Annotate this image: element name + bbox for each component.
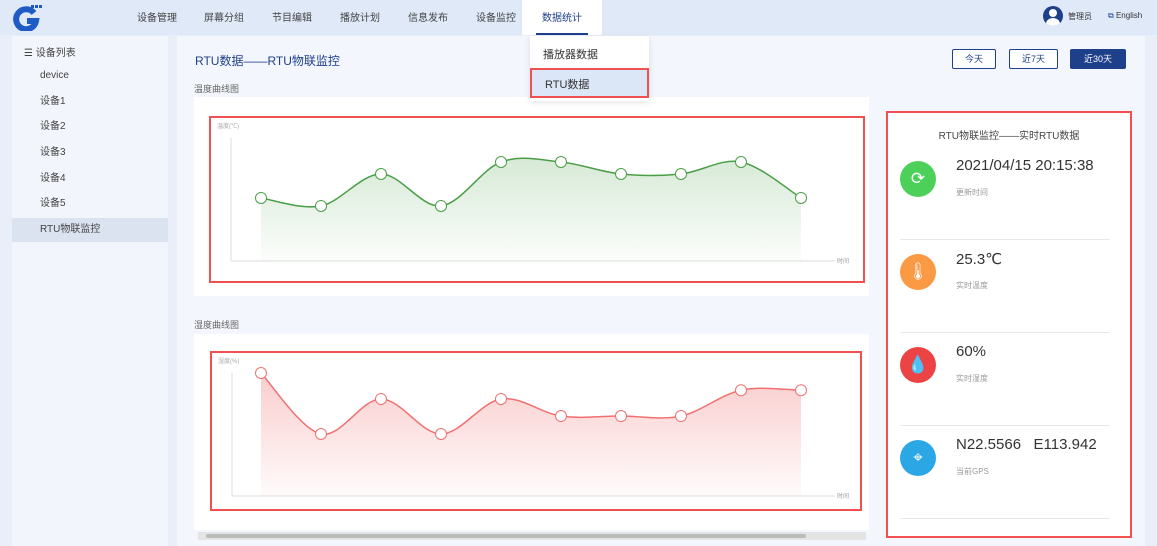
update-time-row: ⟳ 2021/04/15 20:15:38 更新时间 xyxy=(900,147,1110,240)
temp-y-label: 温度(℃) xyxy=(217,122,239,130)
user-name: 管理员 xyxy=(1068,11,1092,21)
data-point xyxy=(795,191,807,204)
map-pin-icon: ⌖ xyxy=(900,440,936,476)
data-point xyxy=(795,384,807,397)
data-point xyxy=(255,191,267,204)
nav-device-monitor[interactable]: 设备监控 xyxy=(476,13,516,24)
water-drops-icon: 💧 xyxy=(900,347,936,383)
gps-label: 当前GPS xyxy=(956,467,989,476)
update-time-value: 2021/04/15 20:15:38 xyxy=(956,157,1094,174)
nav-screen-group[interactable]: 屏幕分组 xyxy=(204,13,244,24)
data-point xyxy=(675,167,687,180)
data-point xyxy=(615,410,627,423)
device-list-title: 设备列表 xyxy=(35,48,76,59)
realtime-title: RTU物联监控——实时RTU数据 xyxy=(938,131,1080,142)
temp-chart-highlight xyxy=(209,116,865,283)
nav-program-edit[interactable]: 节目编辑 xyxy=(272,13,312,24)
sidebar-item-device[interactable]: device xyxy=(40,70,69,81)
humidity-value: 60% xyxy=(956,343,987,360)
data-point xyxy=(555,155,567,168)
temperature-value: 25.3℃ xyxy=(956,251,1003,268)
language-switch[interactable]: ⧉ English xyxy=(1108,11,1142,21)
sidebar-item-device1[interactable]: 设备1 xyxy=(40,96,66,107)
data-point xyxy=(495,392,507,405)
humidity-row: 💧 60% 实时湿度 xyxy=(900,333,1110,426)
logo xyxy=(13,5,42,31)
series-area xyxy=(261,158,801,261)
refresh-clock-icon: ⟳ xyxy=(900,161,936,197)
sidebar-item-device5[interactable]: 设备5 xyxy=(40,198,66,209)
temp-x-label: 时间 xyxy=(837,257,849,265)
last-30-days-button[interactable]: 近30天 xyxy=(1070,49,1126,69)
device-list-header: ☰ 设备列表 xyxy=(24,44,76,59)
data-point xyxy=(315,428,327,441)
top-bar: 设备管理 屏幕分组 节目编辑 播放计划 信息发布 设备监控 数据统计 管理员 ⧉… xyxy=(0,0,1157,35)
list-icon: ☰ xyxy=(24,48,33,59)
data-point xyxy=(435,199,447,212)
nav-play-plan[interactable]: 播放计划 xyxy=(340,13,380,24)
data-point xyxy=(735,155,747,168)
thermometer-icon: 🌡 xyxy=(900,254,936,290)
data-point xyxy=(735,384,747,397)
hum-y-label: 湿度(%) xyxy=(218,357,239,365)
data-point xyxy=(375,167,387,180)
menu-item-player-data[interactable]: 播放器数据 xyxy=(543,49,598,61)
sidebar-item-device4[interactable]: 设备4 xyxy=(40,173,66,184)
temperature-label: 实时温度 xyxy=(956,281,988,290)
gps-value: N22.5566 E113.942 xyxy=(956,436,1097,453)
sidebar-item-rtu-monitor[interactable]: RTU物联监控 xyxy=(12,218,168,242)
last-7-days-button[interactable]: 近7天 xyxy=(1009,49,1058,69)
series-area xyxy=(261,373,801,496)
gps-row: ⌖ N22.5566 E113.942 当前GPS xyxy=(900,426,1110,519)
nav-info-publish[interactable]: 信息发布 xyxy=(408,13,448,24)
humidity-label: 实时湿度 xyxy=(956,374,988,383)
realtime-panel: RTU物联监控——实时RTU数据 ⟳ 2021/04/15 20:15:38 更… xyxy=(886,111,1132,538)
update-time-label: 更新时间 xyxy=(956,188,988,197)
temp-card-label: 温度曲线图 xyxy=(194,84,240,94)
scrollbar-thumb[interactable] xyxy=(206,534,806,538)
data-point xyxy=(375,392,387,405)
hum-card-label: 湿度曲线图 xyxy=(194,320,240,330)
hum-chart-highlight xyxy=(210,351,862,511)
series-line xyxy=(260,157,802,208)
data-point xyxy=(255,367,267,379)
hum-x-label: 时间 xyxy=(837,492,849,500)
data-point xyxy=(615,167,627,180)
menu-item-rtu-data[interactable]: RTU数据 xyxy=(530,68,649,98)
data-point xyxy=(315,199,327,212)
data-point xyxy=(555,410,567,423)
horizontal-scrollbar[interactable] xyxy=(198,532,866,540)
nav-device-management[interactable]: 设备管理 xyxy=(137,13,177,24)
sidebar-item-device2[interactable]: 设备2 xyxy=(40,121,66,132)
avatar xyxy=(1043,6,1063,26)
language-label: English xyxy=(1115,11,1143,20)
user-menu[interactable]: 管理员 xyxy=(1043,6,1092,26)
today-button[interactable]: 今天 xyxy=(952,49,996,69)
series-line xyxy=(260,372,802,435)
sidebar-item-device3[interactable]: 设备3 xyxy=(40,147,66,158)
sidebar: ☰ 设备列表 device 设备1 设备2 设备3 设备4 设备5 RTU物联监… xyxy=(12,36,168,546)
data-statistics-dropdown: 播放器数据 RTU数据 xyxy=(530,36,649,101)
data-point xyxy=(495,155,507,168)
translate-icon: ⧉ xyxy=(1108,11,1114,20)
data-point xyxy=(435,428,447,441)
page-title: RTU数据——RTU物联监控 xyxy=(195,54,340,68)
data-point xyxy=(675,410,687,423)
temperature-row: 🌡 25.3℃ 实时温度 xyxy=(900,240,1110,333)
nav-data-statistics[interactable]: 数据统计 xyxy=(522,0,602,35)
